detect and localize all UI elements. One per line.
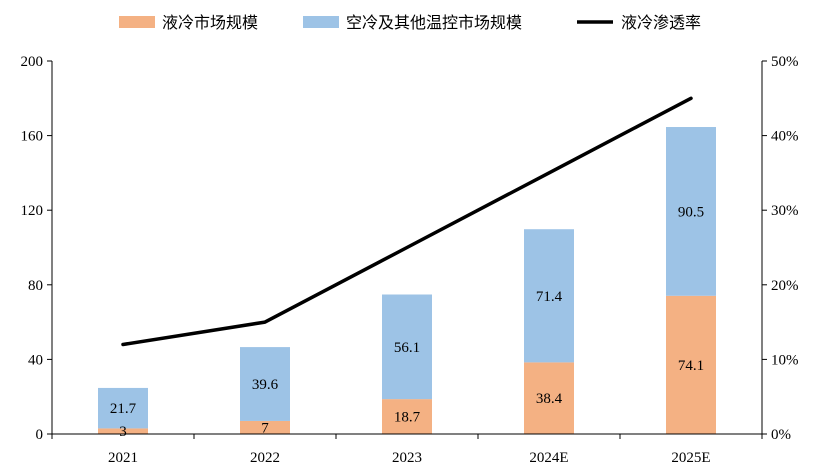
bar-label-0-0: 3: [119, 424, 127, 440]
x-tick-label-0: 2021: [108, 450, 138, 466]
y-right-tick-label-5: 50%: [771, 54, 799, 70]
x-tick-label-2: 2023: [392, 450, 422, 466]
y-left-tick-label-4: 160: [21, 129, 44, 145]
bar-label-1-3: 71.4: [536, 289, 563, 305]
y-right-tick-label-2: 20%: [771, 278, 799, 294]
y-left-tick-label-5: 200: [21, 54, 44, 70]
x-tick-label-4: 2025E: [671, 450, 710, 466]
legend-label-0: 液冷市场规模: [162, 14, 258, 32]
bar-label-1-2: 56.1: [394, 340, 420, 356]
legend-swatch-0: [119, 16, 155, 28]
bar-label-1-1: 39.6: [252, 377, 279, 393]
legend: 液冷市场规模 空冷及其他温控市场规模 液冷渗透率: [119, 14, 701, 32]
y-right-tick-label-4: 40%: [771, 129, 799, 145]
y-right-tick-label-1: 10%: [771, 352, 799, 368]
y-left-tick-label-2: 80: [28, 278, 43, 294]
y-left-tick-label-1: 40: [28, 352, 43, 368]
bar-label-0-2: 18.7: [394, 410, 421, 426]
bar-label-0-4: 74.1: [678, 358, 704, 374]
x-tick-label-1: 2022: [250, 450, 280, 466]
bar-label-0-3: 38.4: [536, 391, 563, 407]
y-left-tick-label-0: 0: [36, 427, 44, 443]
bar-label-1-0: 21.7: [110, 401, 137, 417]
y-left-tick-label-3: 120: [21, 203, 44, 219]
legend-label-1: 空冷及其他温控市场规模: [346, 14, 522, 32]
legend-swatch-1: [303, 16, 339, 28]
bars: [98, 127, 716, 434]
y-right-tick-label-0: 0%: [771, 427, 791, 443]
x-tick-label-3: 2024E: [529, 450, 568, 466]
legend-label-2: 液冷渗透率: [621, 14, 701, 32]
y-right-tick-label-3: 30%: [771, 203, 799, 219]
bar-label-1-4: 90.5: [678, 204, 704, 220]
